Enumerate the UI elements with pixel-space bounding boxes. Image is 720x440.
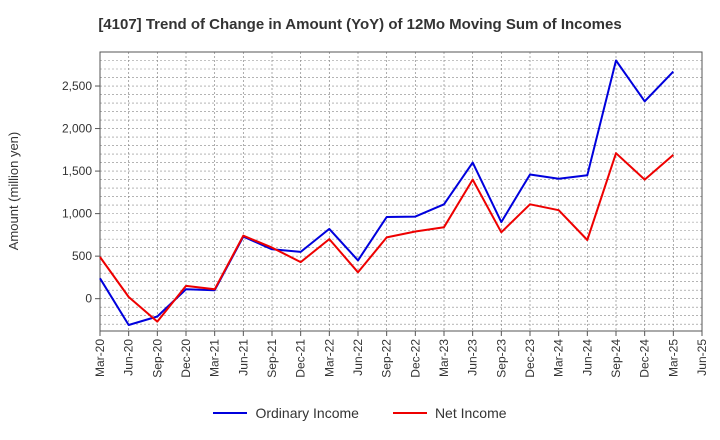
y-axis-ticks: 0 500 1,000 1,500 2,000 2,500 (62, 79, 100, 306)
y-tick-label: 2,000 (62, 122, 92, 136)
legend-item: Net Income (392, 405, 507, 421)
x-tick-label: Dec-22 (408, 339, 422, 378)
x-tick-label: Sep-23 (494, 339, 508, 378)
x-tick-label: Jun-24 (580, 339, 594, 376)
x-tick-label: Mar-21 (208, 339, 222, 377)
series-line-ordinary-income (99, 59, 675, 326)
y-tick-label: 500 (72, 249, 92, 263)
x-tick-label: Sep-22 (380, 339, 394, 378)
y-tick-label: 1,500 (62, 164, 92, 178)
x-axis-ticks: Mar-20 Jun-20 Sep-20 Dec-20 Mar-21 Jun-21 Sep-… (93, 331, 709, 378)
x-tick-label: Mar-25 (666, 339, 680, 377)
y-tick-label: 2,500 (62, 79, 92, 93)
legend-swatch (213, 412, 248, 414)
x-tick-label: Dec-23 (523, 339, 537, 378)
x-tick-label: Mar-23 (437, 339, 451, 377)
x-tick-label: Jun-20 (122, 339, 136, 376)
x-tick-label: Mar-22 (322, 339, 336, 377)
x-tick-label: Dec-20 (179, 339, 193, 378)
x-tick-label: Sep-21 (265, 339, 279, 378)
legend-label: Net Income (434, 405, 507, 421)
x-tick-label: Dec-21 (294, 339, 308, 378)
x-tick-label: Sep-24 (609, 339, 623, 378)
series-lines (99, 59, 675, 326)
x-tick-label: Jun-23 (466, 339, 480, 376)
x-tick-label: Sep-20 (150, 339, 164, 378)
y-tick-label: 1,000 (62, 207, 92, 221)
x-tick-label: Jun-25 (695, 339, 709, 376)
chart-title: [4107] Trend of Change in Amount (YoY) o… (98, 16, 622, 33)
x-tick-label: Jun-21 (236, 339, 250, 376)
legend-label: Ordinary Income (255, 405, 359, 421)
y-axis-title: Amount (million yen) (6, 132, 21, 251)
x-tick-label: Mar-24 (552, 339, 566, 377)
x-tick-label: Dec-24 (638, 339, 652, 378)
x-tick-label: Jun-22 (351, 339, 365, 376)
legend-item: Ordinary Income (213, 405, 359, 421)
legend: Ordinary Income Net Income (0, 405, 720, 421)
legend-swatch (392, 412, 427, 414)
plot-area (99, 51, 703, 332)
grid-lines (99, 52, 703, 331)
series-line-net-income (99, 152, 674, 323)
y-tick-label: 0 (85, 292, 92, 306)
x-tick-label: Mar-20 (93, 339, 107, 377)
